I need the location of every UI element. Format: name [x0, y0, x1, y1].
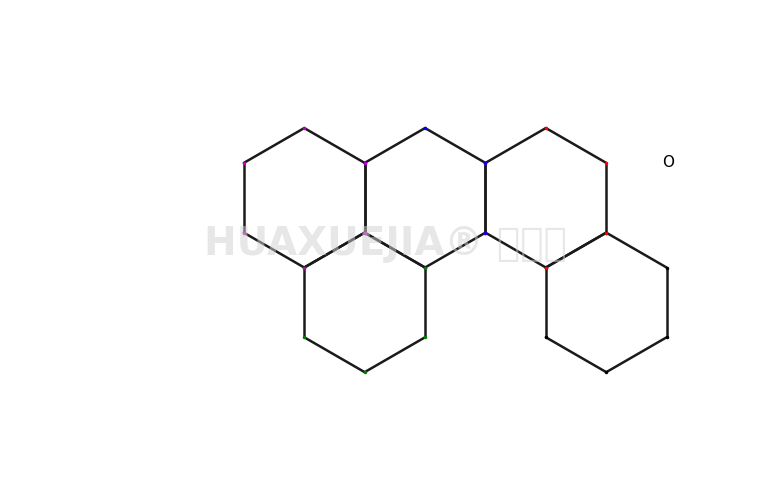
Text: HUAXUEJIA® 化学加: HUAXUEJIA® 化学加 — [205, 225, 567, 263]
Text: O: O — [662, 156, 674, 170]
